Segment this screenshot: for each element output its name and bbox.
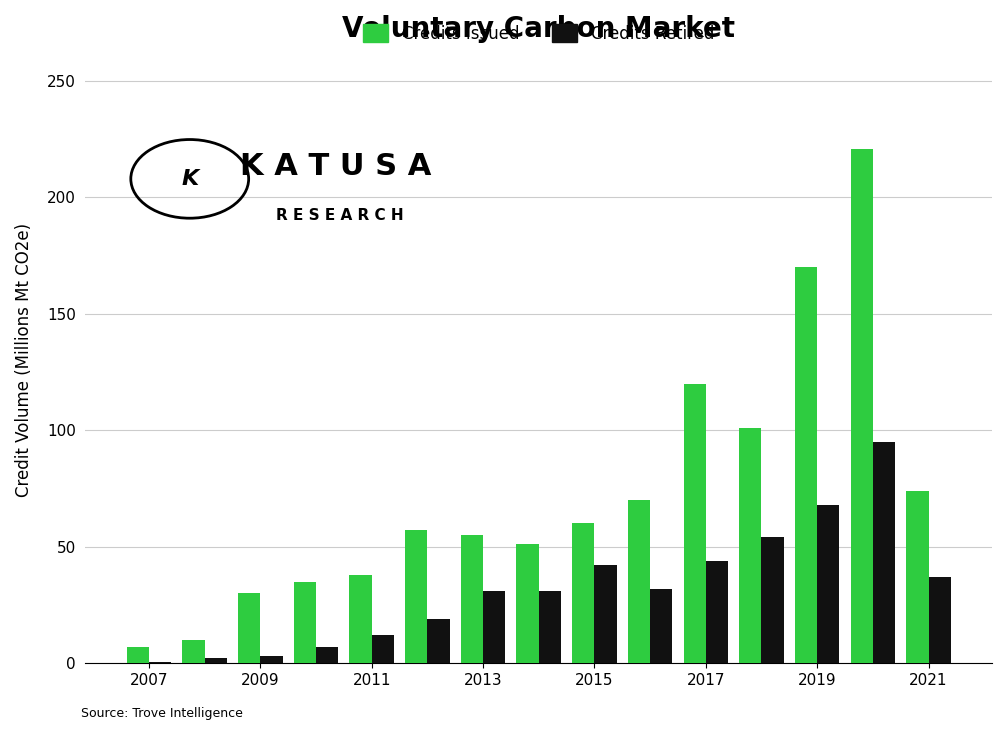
Bar bbox=[873, 442, 895, 663]
Bar bbox=[127, 646, 149, 663]
Bar bbox=[906, 490, 928, 663]
Y-axis label: Credit Volume (Millions Mt CO2e): Credit Volume (Millions Mt CO2e) bbox=[15, 223, 33, 498]
Bar bbox=[461, 535, 483, 663]
Bar bbox=[483, 591, 506, 663]
Bar bbox=[372, 635, 394, 663]
Bar bbox=[149, 662, 171, 663]
Bar bbox=[427, 619, 450, 663]
Bar bbox=[761, 537, 783, 663]
Bar bbox=[316, 646, 338, 663]
Bar bbox=[684, 384, 706, 663]
Bar bbox=[817, 505, 840, 663]
Bar bbox=[261, 656, 283, 663]
Text: R E S E A R C H: R E S E A R C H bbox=[276, 208, 404, 223]
Bar bbox=[294, 581, 316, 663]
Text: K A T U S A: K A T U S A bbox=[240, 152, 431, 182]
Text: Source: Trove Intelligence: Source: Trove Intelligence bbox=[81, 707, 243, 720]
Bar bbox=[517, 545, 539, 663]
Text: K: K bbox=[181, 169, 198, 189]
Bar bbox=[349, 575, 372, 663]
Bar bbox=[238, 593, 261, 663]
Bar bbox=[739, 428, 761, 663]
Bar bbox=[928, 577, 951, 663]
Bar bbox=[572, 523, 594, 663]
Bar bbox=[651, 589, 673, 663]
Bar bbox=[851, 149, 873, 663]
Bar bbox=[539, 591, 561, 663]
Bar bbox=[204, 658, 227, 663]
Title: Voluntary Carbon Market: Voluntary Carbon Market bbox=[342, 15, 735, 43]
Bar bbox=[405, 530, 427, 663]
Bar bbox=[627, 500, 651, 663]
Legend: Credits Issued, Credits Retired: Credits Issued, Credits Retired bbox=[356, 18, 721, 49]
Bar bbox=[182, 640, 204, 663]
Bar bbox=[594, 565, 616, 663]
Bar bbox=[795, 267, 817, 663]
Bar bbox=[706, 561, 728, 663]
